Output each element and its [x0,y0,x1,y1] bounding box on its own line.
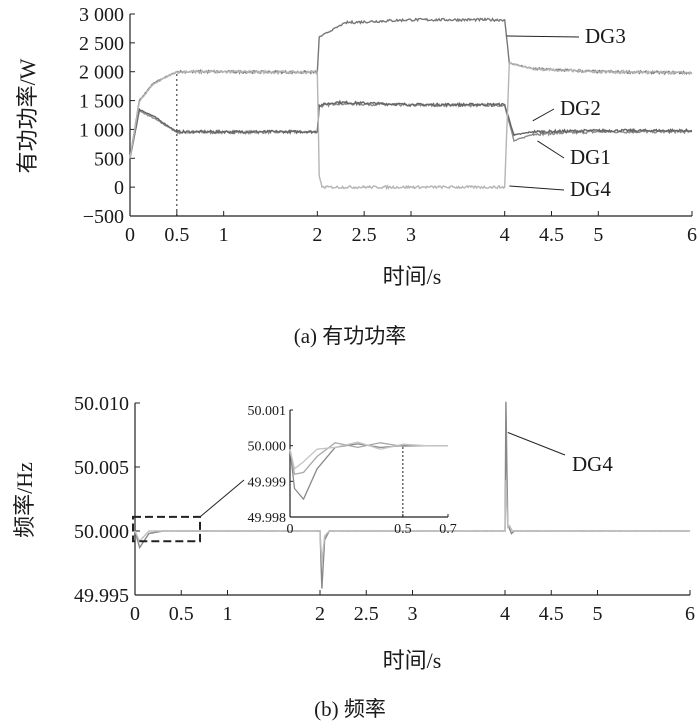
chart-b-inset-y-tick-label: 50.000 [248,440,287,455]
chart-b-y-tick-label: 50.005 [74,457,129,479]
chart-a-y-tick-label: −500 [83,206,124,228]
chart-a-annotation-leader [506,35,580,38]
chart-b-series-dg4 [134,479,691,564]
chart-a-x-tick-label: 0 [125,224,135,246]
chart-a-xlabel: 时间/s [383,264,442,289]
chart-b-inset-series-c [289,441,448,470]
chart-b-inset-x-tick-label: 0.7 [439,522,457,537]
chart-a-annotation-dg4: DG4 [570,177,611,201]
chart-b-annotation-leader [507,431,566,456]
chart-a-x-tick-label: 4 [500,224,510,246]
chart-b-x-tick-label: 3 [408,603,418,625]
chart-a-annotation-leader [537,140,565,159]
chart-b-y-tick-label: 50.000 [74,521,129,543]
chart-b-zoom-connector [199,479,245,518]
chart-a-caption: (a) 有功功率 [294,324,407,348]
chart-a-series-dg2 [129,99,693,159]
chart-a-x-tick-label: 3 [406,224,416,246]
chart-b-inset-y-tick-label: 50.001 [248,404,287,419]
chart-a-x-tick-label: 1 [219,224,229,246]
chart-b: 频率/Hz 0 0.5 1 2 2.5 3 4 4.5 5 6 49.995 50.000 50.005… [12,393,695,721]
chart-a-y-tick-label: 500 [94,148,124,170]
chart-b-y-tick-label: 49.995 [74,585,129,607]
chart-a-x-tick-label: 5 [593,224,603,246]
chart-a-annotation-leader [509,185,565,191]
chart-a-y-tick-label: 0 [114,177,124,199]
chart-a-annotation-dg1: DG1 [570,145,611,169]
chart-b-annotation-dg4: DG4 [572,452,613,476]
chart-b-inset-x-tick-label: 0 [287,522,294,537]
chart-a-x-tick-label: 4.5 [539,224,564,246]
chart-a-annotation-dg3: DG3 [585,24,626,48]
chart-b-x-tick-label: 4.5 [539,603,564,625]
chart-a-y-tick-label: 2 000 [79,62,124,84]
chart-a-x-tick-label: 6 [687,224,697,246]
chart-b-y-tick-label: 50.010 [74,393,129,415]
chart-a-x-tick-label: 2 [312,224,322,246]
chart-a-annotation-dg2: DG2 [560,96,601,120]
chart-b-x-tick-label: 5 [593,603,603,625]
chart-b-x-tick-label: 4 [500,603,510,625]
chart-b-series-main [134,401,691,589]
chart-b-x-tick-label: 6 [685,603,695,625]
chart-a-x-tick-label: 0.5 [164,224,189,246]
chart-a-x-tick-label: 2.5 [352,224,377,246]
chart-b-caption: (b) 频率 [314,697,386,721]
chart-b-plot-area: 0 0.5 1 2 2.5 3 4 4.5 5 6 49.995 50.000 50.005 50.010… [74,393,695,625]
chart-b-inset-y-tick-label: 49.998 [248,511,287,526]
chart-b-x-tick-label: 0.5 [169,603,194,625]
chart-a-ylabel: 有功功率/W [15,58,40,173]
chart-b-inset-x-tick-label: 0.5 [394,522,412,537]
chart-b-xlabel: 时间/s [383,648,442,673]
chart-b-inset-series-b [289,442,448,475]
chart-a-y-tick-label: 3 000 [79,4,124,26]
chart-a-series-dg4 [129,62,693,191]
chart-a-y-tick-label: 2 500 [79,33,124,55]
chart-a-annotation-leader [532,108,555,122]
chart-b-x-tick-label: 2.5 [354,603,379,625]
chart-b-x-tick-label: 1 [223,603,233,625]
chart-a-y-tick-label: 1 000 [79,119,124,141]
chart-b-zoom-box [132,515,201,543]
chart-b-ylabel: 频率/Hz [12,462,37,538]
chart-b-x-tick-label: 0 [130,603,140,625]
chart-b-inset: 0 0.5 0.7 49.998 49.999 50.000 50.001 [248,404,457,537]
chart-a-y-tick-label: 1 500 [79,91,124,113]
chart-b-x-tick-label: 2 [315,603,325,625]
chart-b-inset-y-tick-label: 49.999 [248,475,287,490]
